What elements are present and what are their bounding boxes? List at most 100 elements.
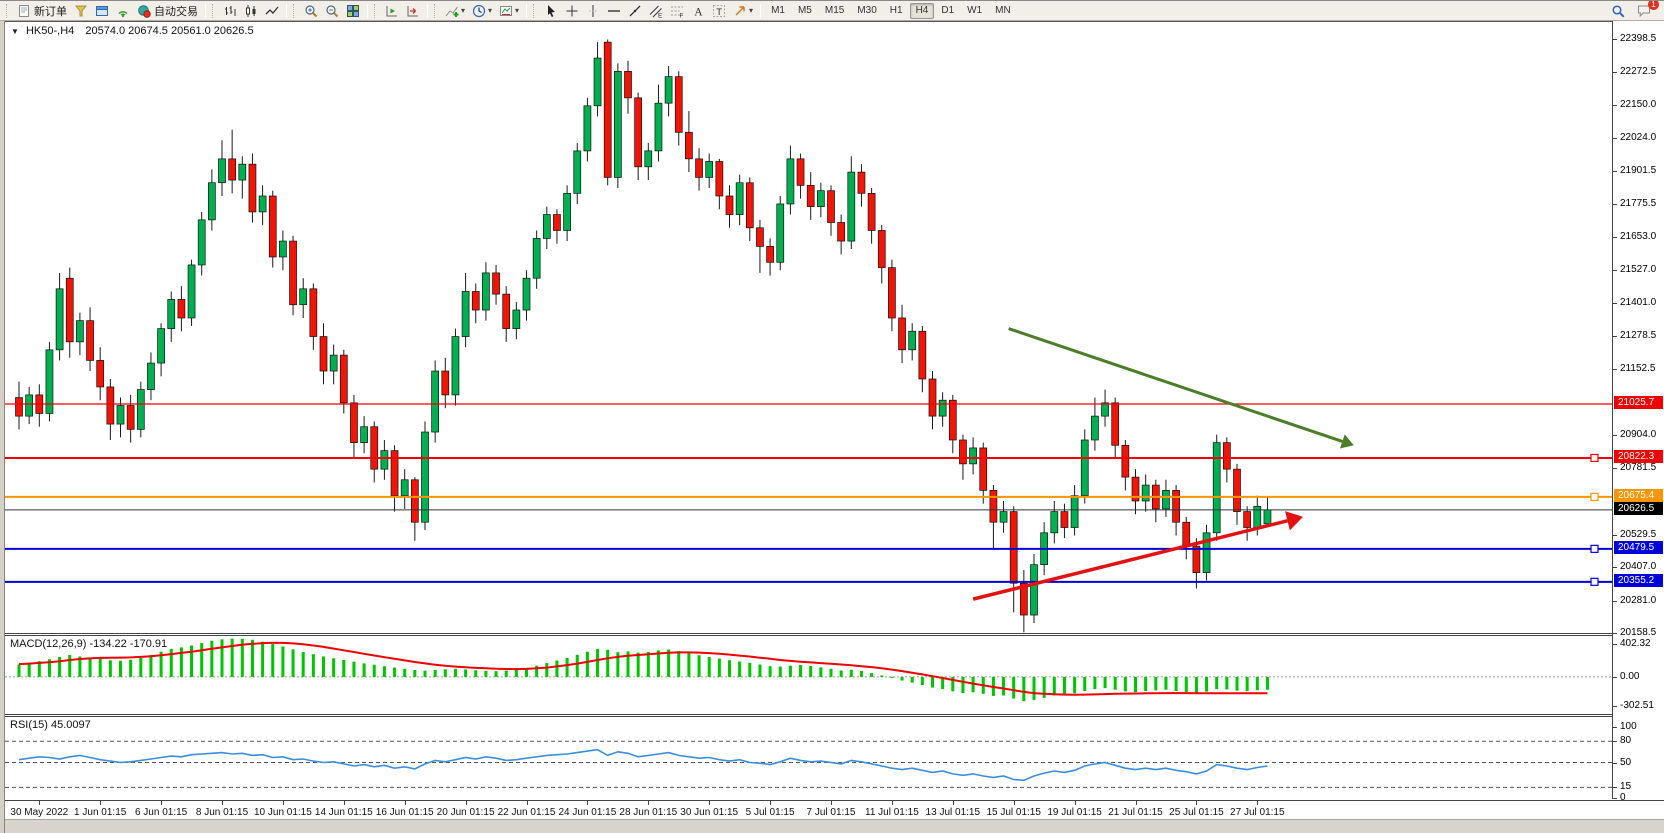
zoom-out-icon[interactable] xyxy=(322,2,342,20)
auto-scroll-icon[interactable] xyxy=(382,2,402,20)
toolbar-separator xyxy=(286,3,287,18)
time-label: 15 Jul 01:15 xyxy=(986,807,1041,818)
rsi-chart[interactable] xyxy=(5,717,1612,800)
candlestick-chart-icon[interactable] xyxy=(241,2,261,20)
axis-tick-label: 21653.0 xyxy=(1620,230,1657,242)
fibonacci-icon[interactable]: F xyxy=(667,2,687,20)
templates-icon[interactable]: ▾ xyxy=(496,2,522,20)
axis-tick xyxy=(1613,534,1617,536)
panel-separator-rsi[interactable] xyxy=(5,714,1664,717)
equidistant-channel-icon[interactable]: E xyxy=(646,2,666,20)
zoomout-glyph xyxy=(325,4,339,18)
tile-windows-icon[interactable] xyxy=(343,2,363,20)
crosshair-icon[interactable] xyxy=(562,2,582,20)
bar-chart-icon[interactable] xyxy=(220,2,240,20)
text-label-icon[interactable]: T xyxy=(709,2,729,20)
axis-tick xyxy=(1613,270,1617,272)
axis-tick-label: 21527.0 xyxy=(1620,264,1657,276)
price-chart-panel[interactable]: ▼ HK50-,H4 20574.0 20674.5 20561.0 20626… xyxy=(5,21,1612,633)
vertical-line-icon[interactable] xyxy=(583,2,603,20)
macd-chart[interactable] xyxy=(5,636,1612,714)
time-label: 5 Jul 01:15 xyxy=(745,807,795,818)
time-label: 30 Jun 01:15 xyxy=(680,807,739,818)
toolbar-drag-handle[interactable] xyxy=(293,3,298,18)
toolbar-drag-handle[interactable] xyxy=(374,3,379,18)
toolbar-separator xyxy=(427,3,428,18)
time-tick xyxy=(891,801,893,805)
toolbar-separator xyxy=(205,3,206,18)
wifi-glyph xyxy=(116,4,130,18)
arrows-icon[interactable]: ▾ xyxy=(730,2,756,20)
window-left-edge xyxy=(0,21,5,833)
toolbar-drag-handle[interactable] xyxy=(212,3,217,18)
zoom-in-icon[interactable] xyxy=(301,2,321,20)
one-click-trading-toggle[interactable]: ▼ xyxy=(11,27,19,36)
axis-tick-label: 21278.5 xyxy=(1620,329,1657,341)
cursor-icon[interactable] xyxy=(541,2,561,20)
price-tag-20626.5: 20626.5 xyxy=(1614,502,1663,516)
time-tick xyxy=(1257,801,1259,805)
price-axis[interactable]: 22398.5 22272.5 22150.0 22024.0 21901.5 21775… xyxy=(1612,21,1664,803)
periods-icon[interactable]: ▾ xyxy=(469,2,495,20)
dropdown-arrow-icon[interactable]: ▾ xyxy=(515,6,520,15)
dropdown-arrow-icon[interactable]: ▾ xyxy=(488,6,493,15)
axis-tick-label: 22024.0 xyxy=(1620,132,1657,144)
toolbar-drag-handle[interactable] xyxy=(533,3,538,18)
time-tick xyxy=(465,801,467,805)
axis-tick-label: -302.51 xyxy=(1620,699,1654,711)
text-icon[interactable]: A xyxy=(688,2,708,20)
axis-tick xyxy=(1613,369,1617,371)
search-icon[interactable] xyxy=(1608,2,1628,20)
dropdown-arrow-icon[interactable]: ▾ xyxy=(749,6,754,15)
rsi-panel[interactable]: RSI(15) 45.0097 xyxy=(5,717,1612,800)
timeframe-m1-button[interactable]: M1 xyxy=(771,5,785,16)
windows-glyph xyxy=(95,4,109,18)
svg-text:E: E xyxy=(658,12,663,18)
autotrading-button[interactable]: 自动交易 xyxy=(134,2,201,20)
chart-shift-icon[interactable] xyxy=(403,2,423,20)
panel-separator-macd[interactable] xyxy=(5,633,1664,636)
macd-panel[interactable]: MACD(12,26,9) -134.22 -170.91 xyxy=(5,636,1612,714)
price-tag-21025.7: 21025.7 xyxy=(1614,396,1663,410)
toolbar-drag-handle[interactable] xyxy=(6,3,11,18)
axis-tick xyxy=(1613,138,1617,140)
crosshair-glyph xyxy=(565,4,579,18)
dropdown-arrow-icon[interactable]: ▾ xyxy=(461,6,466,15)
axis-tick xyxy=(1613,335,1617,337)
timeframe-w1-button[interactable]: W1 xyxy=(967,5,983,16)
rsi-line xyxy=(18,748,1268,782)
line-chart-icon[interactable] xyxy=(262,2,282,20)
new-order-button[interactable]: 新订单 xyxy=(14,2,70,20)
toolbar-drag-handle[interactable] xyxy=(434,3,439,18)
axis-tick xyxy=(1613,467,1617,469)
timeframe-m15-button[interactable]: M15 xyxy=(824,5,845,16)
time-tick xyxy=(1135,801,1137,805)
time-axis[interactable]: 30 May 2022 1 Jun 01:15 6 Jun 01:15 8 Jun 0… xyxy=(5,800,1664,820)
timeframe-h4-button[interactable]: H4 xyxy=(909,2,935,19)
indicators-icon[interactable]: ▾ xyxy=(442,2,468,20)
trend-arrow-down[interactable] xyxy=(1008,327,1354,449)
timeframe-m30-button[interactable]: M30 xyxy=(857,5,877,16)
notifications-icon[interactable]: 1 xyxy=(1634,1,1659,20)
candlestick-chart[interactable] xyxy=(5,22,1612,634)
horizontal-line-icon[interactable] xyxy=(604,2,624,20)
vline-glyph xyxy=(586,4,600,18)
timeframe-h1-button[interactable]: H1 xyxy=(889,5,903,16)
metaeditor-icon[interactable] xyxy=(71,2,91,20)
axis-tick xyxy=(1613,798,1617,799)
timeframe-mn-button[interactable]: MN xyxy=(995,5,1011,16)
timeframe-m5-button[interactable]: M5 xyxy=(797,5,812,16)
axis-tick xyxy=(1613,567,1617,569)
time-tick xyxy=(1013,801,1015,805)
time-tick xyxy=(648,801,650,805)
price-tag-20822.3: 20822.3 xyxy=(1614,450,1663,464)
signals-icon[interactable] xyxy=(113,2,133,20)
trendline-icon[interactable] xyxy=(625,2,645,20)
axis-tick-label: 20407.0 xyxy=(1620,561,1657,573)
timeframe-d1-button[interactable]: D1 xyxy=(941,5,955,16)
market-watch-icon[interactable] xyxy=(92,2,112,20)
trend-arrow-up[interactable] xyxy=(972,511,1303,601)
axis-tick xyxy=(1613,705,1617,707)
time-tick xyxy=(587,801,589,805)
